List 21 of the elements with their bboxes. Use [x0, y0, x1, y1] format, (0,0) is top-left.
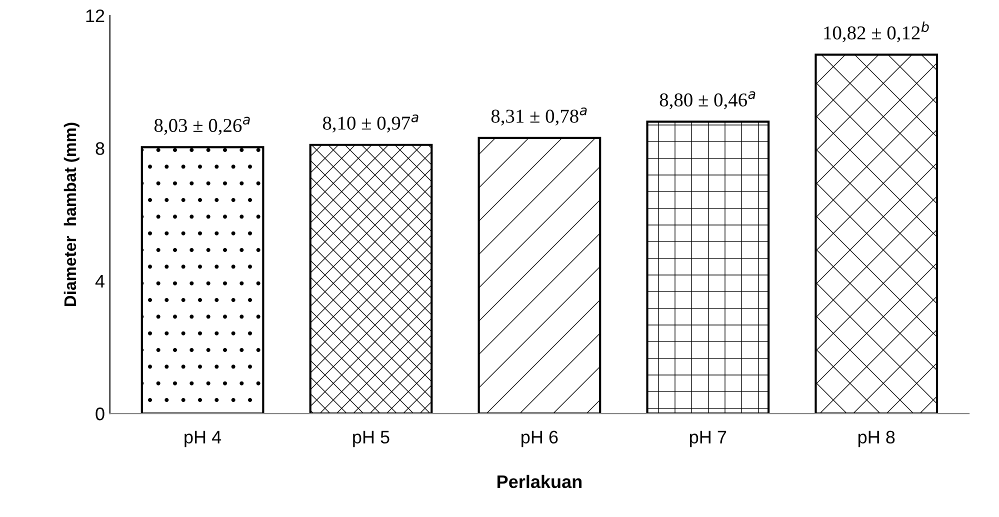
data-label: 8,31 ± 0,78$^{a}$	[491, 108, 587, 126]
x-tick-label: pH 7	[690, 430, 726, 448]
bar	[140, 146, 264, 414]
bar	[646, 120, 770, 414]
y-tick-label: 4	[95, 275, 104, 288]
y-tick-label: 0	[96, 408, 104, 420]
data-label: 10,82 ± 0,12$^{b}$	[824, 22, 929, 42]
y-tick-label: 8	[96, 142, 104, 155]
x-axis-title: Perlakuan	[498, 474, 582, 488]
bar	[478, 136, 602, 414]
data-label: 8,03 ± 0,26$^{a}$	[154, 116, 250, 135]
x-tick-label: pH 5	[353, 430, 390, 448]
x-tick-label: pH 8	[858, 430, 895, 448]
data-label: 8,80 ± 0,46$^{a}$	[660, 91, 756, 110]
data-label: 8,10 ± 0,97$^{a}$	[322, 114, 418, 133]
y-axis-title: Diameter hambat (mm)	[64, 122, 80, 306]
x-tick-label: pH 6	[522, 430, 558, 448]
y-tick-label: 12	[86, 9, 104, 22]
bar	[814, 54, 938, 414]
x-tick-label: pH 4	[184, 430, 222, 448]
bar	[309, 144, 433, 414]
